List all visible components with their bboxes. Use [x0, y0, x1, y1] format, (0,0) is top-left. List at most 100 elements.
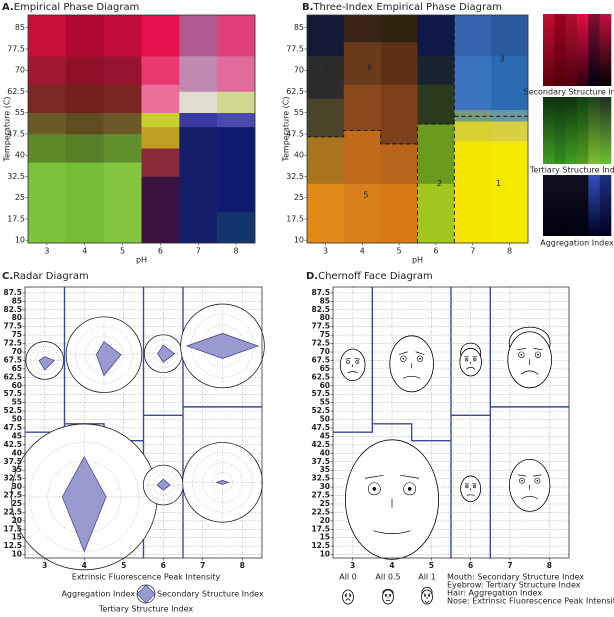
x-tick-label: 3	[350, 561, 355, 570]
heat-cell	[418, 84, 455, 124]
x-tick-label: 6	[468, 561, 473, 570]
y-tick-label: 67.5	[311, 355, 330, 364]
heat-cell	[418, 184, 455, 244]
heat-cell	[28, 134, 66, 163]
legend-label: Secondary Structure Index	[157, 590, 264, 599]
inset-column	[577, 14, 589, 86]
inset-column	[588, 175, 600, 236]
y-tick-label: 17.5	[7, 214, 25, 223]
y-tick-label: 30	[320, 482, 330, 491]
region-label: 6	[367, 63, 372, 72]
x-tick-label: 6	[433, 247, 438, 256]
heat-cell	[344, 15, 381, 42]
heat-cell	[28, 113, 66, 135]
y-tick-label: 17.5	[286, 214, 304, 223]
heat-cell	[454, 56, 491, 110]
panel-title: B.Three-Index Empirical Phase Diagram	[302, 2, 502, 13]
legend-face-label: All 1	[418, 573, 436, 582]
x-tick-label: 8	[547, 561, 552, 570]
y-tick-label: 55	[15, 108, 25, 117]
y-tick-label: 55	[12, 398, 22, 407]
inset-column	[554, 175, 566, 236]
x-axis-label: pH	[412, 256, 423, 265]
y-tick-label: 40	[294, 151, 304, 160]
heat-cell	[66, 134, 104, 163]
x-tick-label: 3	[42, 561, 47, 570]
inset-column	[577, 175, 589, 236]
panel-title-text: Radar Diagram	[13, 271, 89, 282]
y-tick-label: 77.5	[286, 44, 304, 53]
y-tick-label: 65	[320, 364, 330, 373]
y-tick-label: 12.5	[311, 541, 330, 550]
x-tick-label: 3	[323, 247, 328, 256]
heat-cell	[491, 56, 528, 110]
legend-label: Aggregation Index	[61, 590, 135, 599]
heat-cell	[142, 113, 180, 127]
face-pupil	[537, 480, 539, 482]
face-pupil	[403, 358, 405, 360]
y-tick-label: 82.5	[3, 305, 22, 314]
y-tick-label: 25	[15, 193, 25, 202]
y-tick-label: 10	[294, 236, 304, 245]
x-tick-label: 7	[507, 561, 512, 570]
x-tick-label: 7	[200, 561, 205, 570]
inset-column	[566, 175, 578, 236]
heat-cell	[28, 162, 66, 243]
heat-cell	[104, 84, 142, 113]
y-tick-label: 50	[320, 415, 330, 424]
face-pupil	[474, 359, 475, 360]
heat-cell	[344, 42, 381, 85]
y-tick-label: 62.5	[311, 372, 330, 381]
x-tick-label: 4	[389, 561, 394, 570]
y-tick-label: 70	[320, 347, 330, 356]
y-tick-label: 60	[12, 381, 22, 390]
y-tick-label: 10	[15, 236, 25, 245]
y-tick-label: 32.5	[311, 474, 330, 483]
heat-cell	[179, 127, 217, 243]
y-tick-label: 57.5	[311, 389, 330, 398]
heat-cell	[381, 15, 418, 42]
heat-cell	[104, 113, 142, 135]
inset-column	[588, 14, 600, 86]
y-tick-label: 20	[320, 516, 330, 525]
heat-cell	[104, 134, 142, 163]
heat-cell	[217, 91, 255, 113]
x-tick-label: 6	[161, 561, 166, 570]
heat-cell	[66, 84, 104, 113]
x-tick-label: 7	[470, 247, 475, 256]
heat-cell	[142, 84, 180, 113]
heat-cell	[491, 121, 528, 141]
y-tick-label: 80	[320, 313, 330, 322]
y-tick-label: 87.5	[3, 288, 22, 297]
heat-cell	[28, 15, 66, 56]
inset-title: Tertiary Structure Index	[529, 166, 614, 175]
region-label: 4	[323, 63, 328, 72]
heat-cell	[418, 15, 455, 56]
x-tick-label: 5	[121, 561, 126, 570]
heat-cell	[142, 56, 180, 85]
y-tick-label: 62.5	[286, 87, 304, 96]
inset-column	[600, 14, 612, 86]
face-pupil	[537, 354, 539, 356]
y-axis-label: Temperature (C)	[282, 96, 291, 162]
face-pupil	[408, 487, 412, 491]
heat-cell	[142, 176, 180, 243]
y-tick-label: 57.5	[3, 389, 22, 398]
face-pupil	[357, 361, 358, 362]
heat-cell	[418, 124, 455, 184]
y-tick-label: 10	[12, 550, 22, 559]
x-tick-label: 4	[360, 247, 365, 256]
heat-cell	[66, 15, 104, 56]
heat-cell	[217, 127, 255, 212]
y-tick-label: 32.5	[286, 172, 304, 181]
inset-column	[554, 97, 566, 164]
face-pupil	[372, 487, 376, 491]
face-pupil	[466, 486, 467, 487]
y-tick-label: 15	[12, 533, 22, 542]
y-tick-label: 70	[12, 347, 22, 356]
y-tick-label: 82.5	[311, 305, 330, 314]
y-tick-label: 77.5	[3, 322, 22, 331]
inset-column	[566, 97, 578, 164]
heat-cell	[454, 15, 491, 56]
